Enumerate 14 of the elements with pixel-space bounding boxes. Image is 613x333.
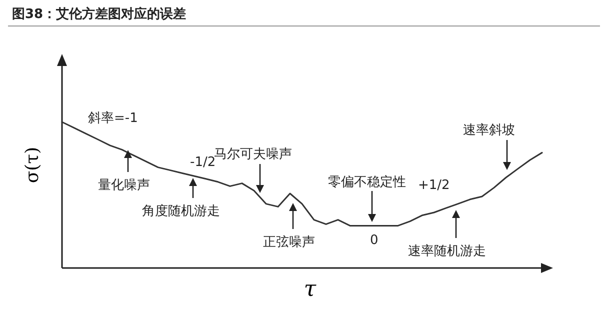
y-axis-title: σ(τ) [22, 146, 43, 184]
annotation: 角度随机游走 [142, 203, 220, 219]
annotation: -1/2 [190, 155, 216, 170]
annotation: 正弦噪声 [263, 235, 315, 250]
annotation: +1/2 [418, 178, 450, 193]
annotation: 速率随机游走 [408, 243, 486, 259]
annotation: 斜率=-1 [88, 110, 138, 126]
chart-title: 图38：艾伦方差图对应的误差 [12, 6, 186, 22]
annotation: 零偏不稳定性 [328, 175, 406, 190]
annotation: 量化噪声 [98, 178, 150, 193]
annotation: 0 [370, 233, 378, 248]
x-axis-title: τ [304, 277, 317, 302]
annotation: 速率斜坡 [463, 122, 515, 138]
annotation: 马尔可夫噪声 [214, 147, 292, 162]
